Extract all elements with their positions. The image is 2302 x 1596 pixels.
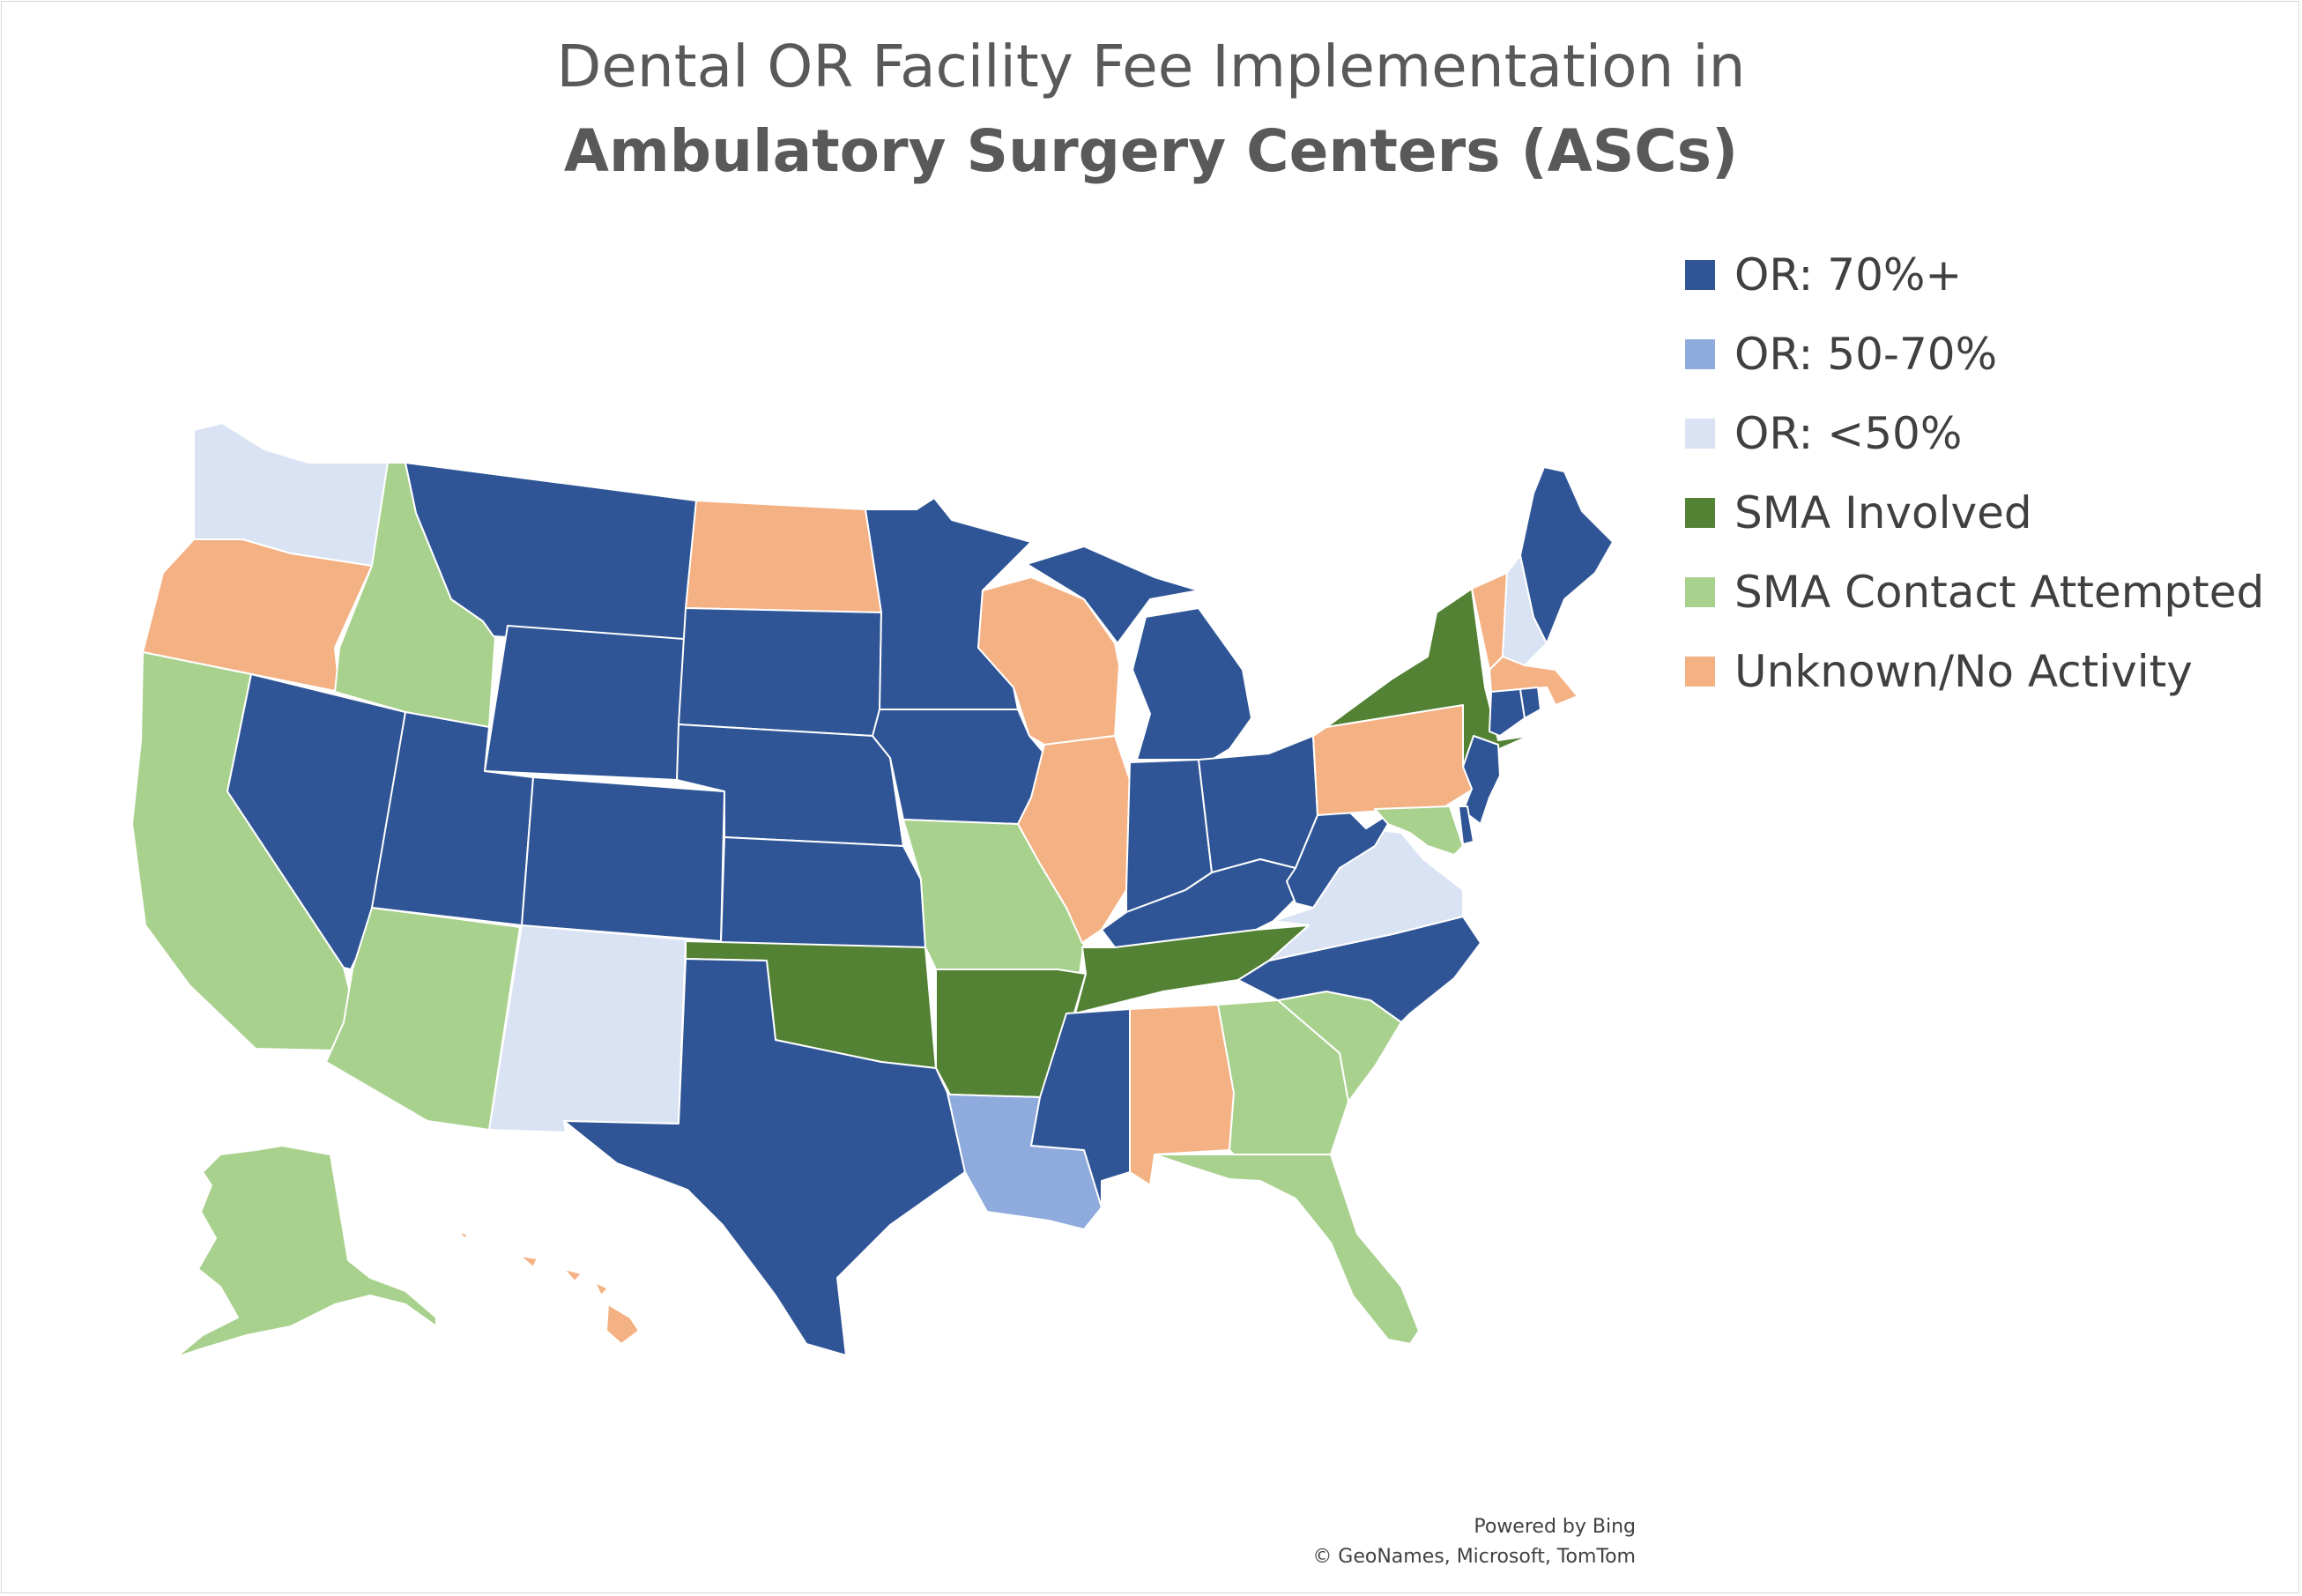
state-IL[interactable] <box>1017 735 1131 944</box>
state-RI[interactable] <box>1519 687 1541 719</box>
legend-label-smaAttempt: SMA Contact Attempted <box>1734 567 2265 618</box>
legend-label-unknown: Unknown/No Activity <box>1734 646 2193 697</box>
state-NY[interactable] <box>1326 588 1530 766</box>
state-NJ[interactable] <box>1462 735 1501 825</box>
state-SD[interactable] <box>678 607 882 737</box>
title-line-2: Ambulatory Surgery Centers (ASCs) <box>563 117 1739 185</box>
legend-swatch-unknown <box>1685 657 1715 687</box>
state-KS[interactable] <box>720 836 926 948</box>
state-OR[interactable] <box>142 538 373 693</box>
state-ND[interactable] <box>685 500 882 613</box>
state-ME[interactable] <box>1519 466 1614 644</box>
state-HI[interactable] <box>457 1231 640 1345</box>
legend-label-or50: OR: 50-70% <box>1734 329 1998 380</box>
legend-label-orlt50: OR: <50% <box>1734 408 1963 459</box>
legend-swatch-sma <box>1685 498 1715 528</box>
title-line-1: Dental OR Facility Fee Implementation in <box>556 33 1746 100</box>
credit-sources: © GeoNames, Microsoft, TomTom <box>1312 1546 1636 1568</box>
legend-label-or70: OR: 70%+ <box>1734 249 1963 301</box>
state-AZ[interactable] <box>325 907 521 1131</box>
state-MD[interactable] <box>1374 805 1464 856</box>
state-FL[interactable] <box>1154 1154 1420 1345</box>
state-CT[interactable] <box>1489 688 1526 737</box>
legend-swatch-orlt50 <box>1685 419 1715 449</box>
state-TX[interactable] <box>563 958 966 1356</box>
state-MI[interactable] <box>1026 546 1252 761</box>
state-NM[interactable] <box>488 924 687 1133</box>
legend-swatch-or50 <box>1685 339 1715 369</box>
state-WV[interactable] <box>1286 808 1398 909</box>
map-credit: Powered by Bing © GeoNames, Microsoft, T… <box>1312 1512 1636 1572</box>
legend-swatch-smaAttempt <box>1685 577 1715 607</box>
legend-swatch-or70 <box>1685 260 1715 290</box>
legend-label-sma: SMA Involved <box>1734 487 2032 538</box>
map-title: Dental OR Facility Fee Implementation in… <box>0 25 2302 194</box>
state-DE[interactable] <box>1458 805 1474 845</box>
state-WY[interactable] <box>484 625 685 781</box>
credit-powered-by: Powered by Bing <box>1474 1516 1636 1538</box>
state-AK[interactable] <box>175 1145 437 1358</box>
state-CO[interactable] <box>521 776 725 942</box>
